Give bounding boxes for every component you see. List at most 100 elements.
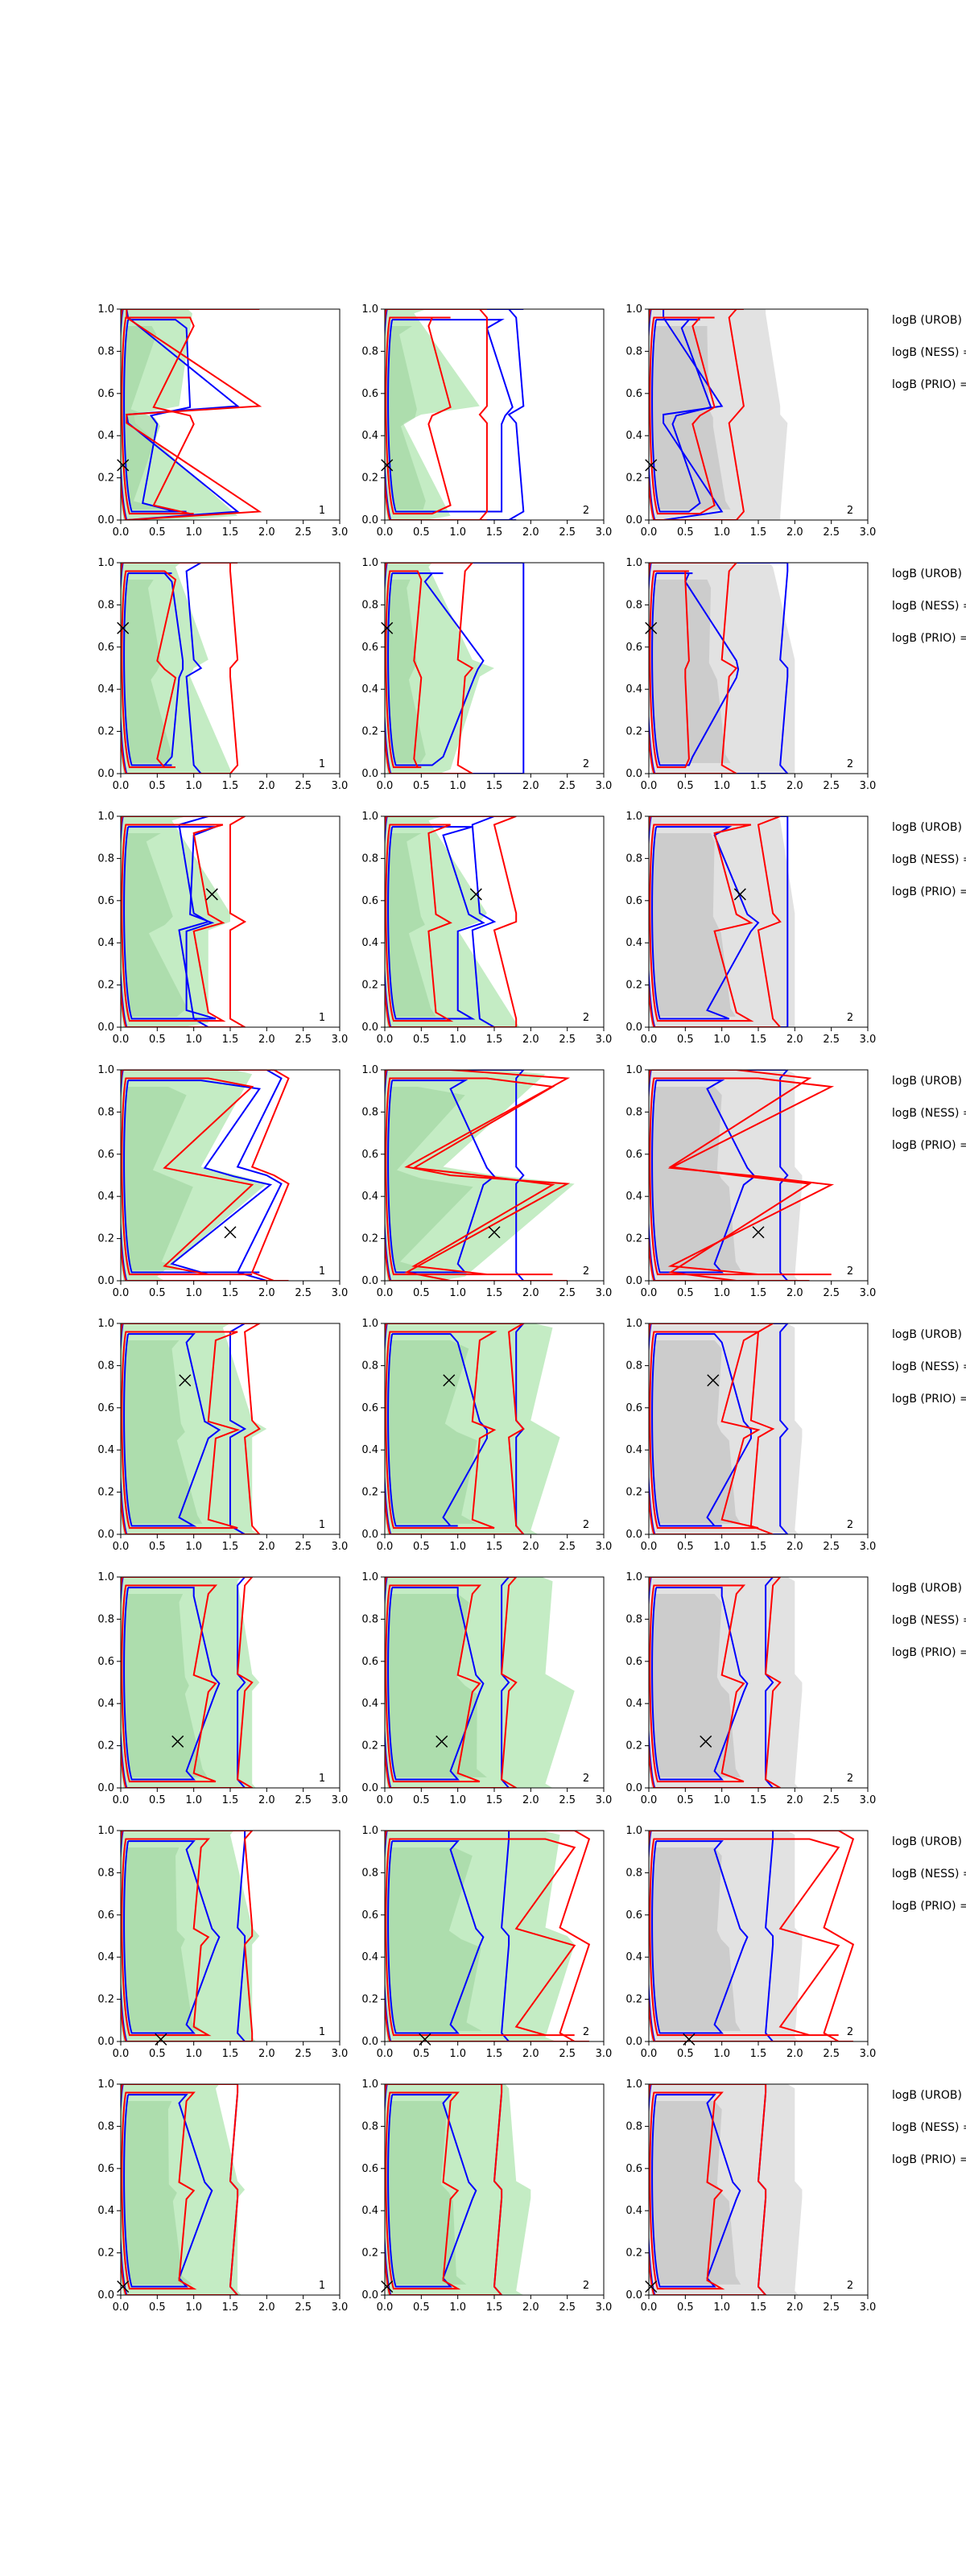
density-fill-inner [650, 832, 741, 1017]
y-tick-label: 0.0 [97, 1529, 114, 1541]
y-tick-label: 0.6 [625, 388, 642, 400]
panel-r5-c1: 0.0 0.2 0.4 0.6 0.8 1.0 0.0 0.5 1.0 1.5 2.0 2.5 3.0 1 [97, 1318, 348, 1553]
x-tick-label: 2.5 [823, 2048, 840, 2060]
x-tick-label: 0.0 [113, 526, 130, 539]
contour-red-outer [385, 2084, 503, 2295]
y-tick-label: 0.4 [361, 1191, 378, 1203]
contour-blue-outer [649, 1323, 789, 1534]
density-fill-inner [122, 1847, 203, 2031]
y-tick-label: 1.0 [361, 303, 378, 316]
y-tick-label: 0.6 [97, 388, 114, 400]
x-tick-label: 2.5 [295, 2301, 312, 2314]
y-tick-label: 0.2 [625, 980, 642, 992]
row-7-side-labels: logB (UROB) = logB (NESS) = logB (PRIO) = [892, 1835, 966, 1913]
row-8-side-labels: logB (UROB) = logB (NESS) = logB (PRIO) = [892, 2089, 966, 2166]
panel-corner-label: 2 [847, 758, 853, 770]
logb-label: logB (NESS) = [892, 853, 966, 866]
x-tick-label: 3.0 [860, 1034, 877, 1046]
y-tick-label: 0.0 [361, 1782, 378, 1794]
y-tick-label: 0.8 [361, 2120, 378, 2132]
y-tick-label: 0.8 [97, 2120, 114, 2132]
panel-plot-area [385, 816, 520, 1027]
x-tick-label: 0.5 [677, 2048, 694, 2060]
x-tick-label: 0.0 [113, 780, 130, 792]
panel-plot-area [385, 1831, 591, 2041]
panel-plot-area [385, 2084, 531, 2295]
x-tick-label: 0.0 [641, 1541, 658, 1553]
panel-plot-area [649, 1323, 803, 1534]
density-fill-inner [650, 1340, 751, 1524]
x-tick-label: 3.0 [332, 1541, 349, 1553]
row-2-side-labels: logB (UROB) = logB (NESS) = logB (PRIO) = [892, 568, 966, 645]
true-value-marker [645, 2280, 658, 2293]
x-tick-label: 2.0 [786, 526, 803, 539]
logb-label: logB (UROB) = [892, 1075, 966, 1088]
true-value-marker [171, 1735, 184, 1748]
y-tick-label: 0.0 [361, 1529, 378, 1541]
y-tick-label: 1.0 [625, 1571, 642, 1583]
contour-red-outer [121, 1323, 262, 1534]
y-tick-label: 0.6 [361, 1909, 378, 1922]
contour-red-outer [121, 2084, 239, 2295]
logb-label: logB (NESS) = [892, 1868, 966, 1880]
x-tick-label: 2.5 [823, 526, 840, 539]
x-tick-label: 1.5 [486, 2301, 503, 2314]
y-tick-label: 0.0 [625, 1529, 642, 1541]
x-tick-label: 0.5 [413, 2301, 430, 2314]
contour-blue-outer [385, 563, 525, 774]
true-value-marker [224, 1226, 237, 1239]
x-tick-label: 0.5 [677, 1034, 694, 1046]
contour-red-inner [649, 2091, 725, 2290]
panel-plot-area [121, 2084, 246, 2295]
y-tick-label: 0.2 [97, 473, 114, 485]
contour-red-outer [385, 1070, 571, 1281]
x-tick-label: 0.0 [113, 1034, 130, 1046]
y-tick-label: 0.8 [625, 1867, 642, 1879]
density-fill-inner [386, 1593, 502, 1777]
y-tick-label: 0.4 [625, 937, 642, 949]
logb-label: logB (NESS) = [892, 346, 966, 359]
contour-blue-inner [387, 1587, 485, 1781]
contour-blue-inner [651, 2094, 741, 2288]
contour-blue-inner [387, 826, 485, 1020]
row-1-side-labels: logB (UROB) = logB (NESS) = logB (PRIO) = [892, 314, 966, 391]
contour-blue-outer [385, 816, 497, 1027]
x-tick-label: 2.5 [559, 2048, 576, 2060]
panel-corner-label: 1 [319, 505, 325, 517]
x-tick-label: 1.0 [449, 1541, 466, 1553]
true-value-marker [381, 621, 394, 634]
x-tick-label: 3.0 [596, 2048, 613, 2060]
logb-label: logB (UROB) = [892, 314, 966, 327]
x-tick-label: 2.5 [559, 780, 576, 792]
x-tick-label: 0.5 [413, 780, 430, 792]
y-tick-label: 1.0 [625, 303, 642, 316]
x-tick-label: 1.0 [185, 1794, 202, 1806]
y-tick-label: 1.0 [97, 1318, 114, 1330]
x-tick-label: 3.0 [332, 1287, 349, 1299]
y-tick-label: 0.2 [361, 1233, 378, 1245]
contour-red-outer [385, 1577, 518, 1788]
x-tick-label: 3.0 [596, 1034, 613, 1046]
x-tick-label: 0.5 [149, 780, 166, 792]
y-tick-label: 0.8 [361, 1613, 378, 1625]
panel-corner-label: 2 [847, 1773, 853, 1785]
y-tick-label: 0.4 [97, 1191, 114, 1203]
y-tick-label: 0.0 [97, 2289, 114, 2301]
y-tick-label: 0.4 [625, 1444, 642, 1456]
x-tick-label: 2.5 [559, 1287, 576, 1299]
y-tick-label: 0.6 [361, 2163, 378, 2175]
x-tick-label: 0.0 [113, 1541, 130, 1553]
x-tick-label: 0.5 [149, 526, 166, 539]
contour-red-inner [649, 1838, 840, 2037]
panel-r6-c1: 0.0 0.2 0.4 0.6 0.8 1.0 0.0 0.5 1.0 1.5 2.0 2.5 3.0 1 [97, 1571, 348, 1806]
y-tick-label: 0.0 [625, 514, 642, 526]
contour-red-outer [649, 816, 782, 1027]
true-value-marker [700, 1735, 712, 1748]
x-tick-label: 2.0 [258, 2048, 275, 2060]
true-value-marker [645, 459, 658, 472]
x-tick-label: 0.5 [413, 1287, 430, 1299]
contour-blue-inner [387, 572, 485, 766]
x-tick-label: 1.0 [449, 780, 466, 792]
contour-red-outer [385, 309, 488, 520]
panel-corner-label: 2 [847, 1012, 853, 1024]
